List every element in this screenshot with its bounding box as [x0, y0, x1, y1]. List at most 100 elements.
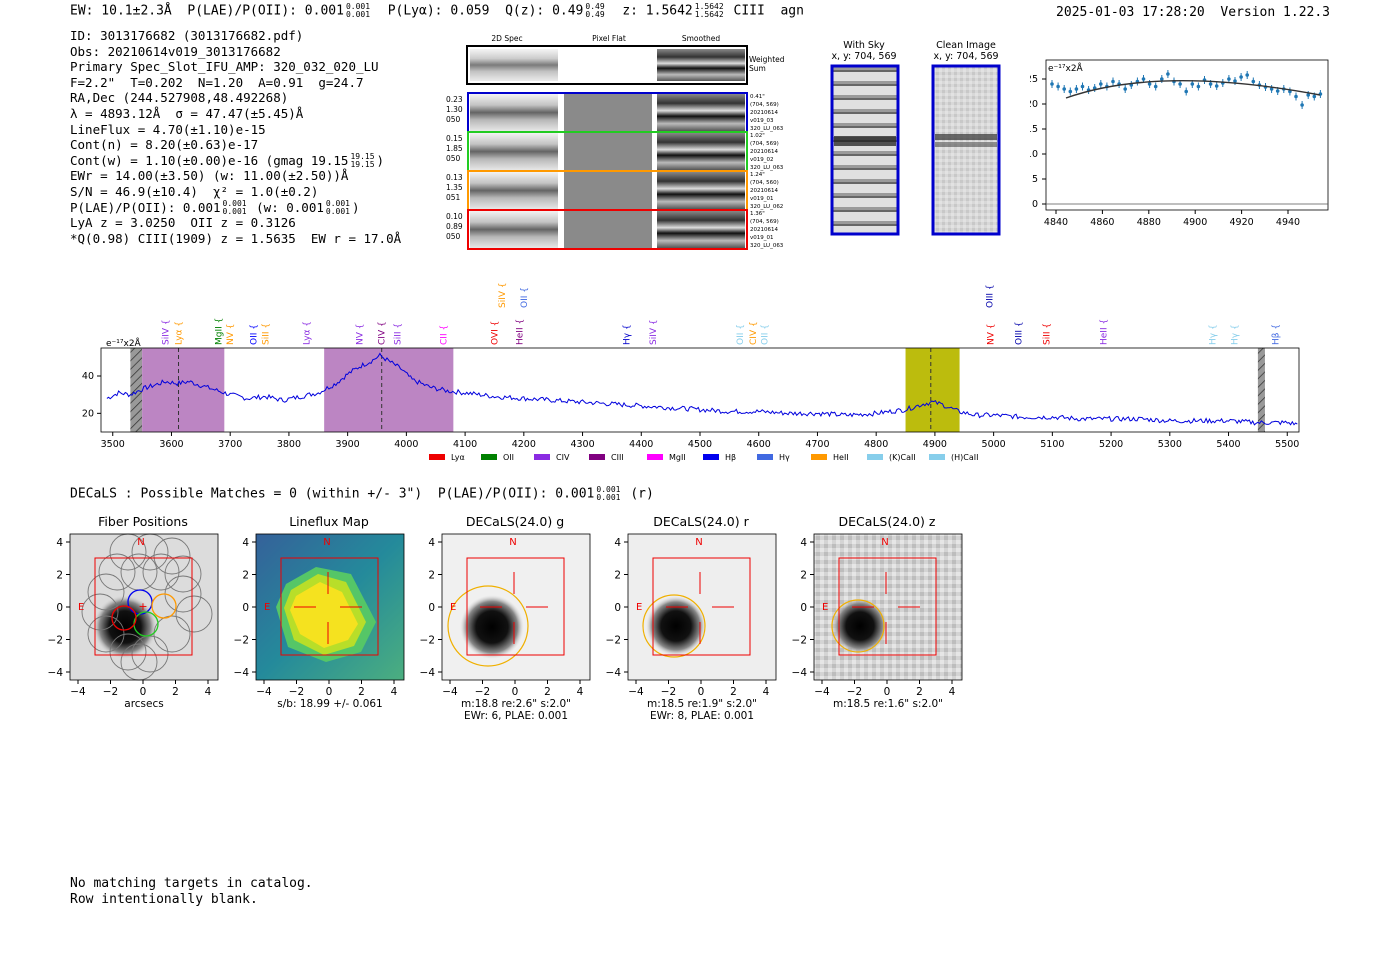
spectrum-unit: e⁻¹⁷x2Å	[106, 337, 142, 349]
stamp-right-label: 320_LU_062	[750, 204, 783, 210]
wave-fit-curve	[1065, 80, 1321, 99]
wave-point	[1099, 82, 1103, 86]
wave-xtick-label: 4920	[1230, 217, 1254, 228]
legend-label: CIII	[611, 453, 624, 462]
wave-ytick-label: 20	[1030, 99, 1038, 110]
legend-swatch	[429, 454, 445, 460]
panel-ytick-label: −2	[792, 635, 807, 647]
fiber-positions-panel: Fiber Positions + N E −4 4 −2 2 0 0 2 −2 4 −4 arc…	[48, 514, 219, 710]
plae-value: P(LAE)/P(OII): 0.001	[187, 3, 344, 19]
legend-swatch	[867, 454, 883, 460]
legend-label: CIV	[556, 453, 570, 462]
stamp-pixelflat	[564, 133, 652, 170]
compass-e: E	[450, 602, 456, 613]
spectrum-line-label: Hβ {	[1272, 324, 1282, 345]
spectrum-line-label: CIV {	[749, 321, 759, 345]
wave-point	[1269, 87, 1274, 91]
stamps-col-label: 2D Spec	[491, 34, 522, 43]
stamp-smoothed	[657, 211, 745, 248]
legend-swatch	[534, 454, 550, 460]
spectrum-line-label: OII {	[736, 324, 746, 345]
info-plae: P(LAE)/P(OII): 0.001 0.001 0.001 (w: 0.001…	[70, 199, 360, 217]
info-ciii: *Q(0.98) CIII(1909) z = 1.5635 EW r = 17…	[70, 230, 402, 246]
spectrum-line-label: Lyα {	[175, 321, 185, 345]
spectrum-vlines	[178, 348, 932, 432]
panel-ytick-label: −4	[48, 667, 64, 679]
compass-n: N	[137, 537, 144, 548]
wave-point	[1312, 94, 1317, 99]
wave-point	[1074, 87, 1079, 91]
spectrum-line-label: SiIV {	[162, 319, 172, 345]
panel-xtick-label: 0	[698, 686, 705, 698]
panel-ytick-label: 2	[800, 570, 807, 582]
panel-ytick-label: −2	[234, 635, 249, 647]
wave-point	[1178, 82, 1182, 86]
legend-swatch	[481, 454, 497, 460]
panel-ytick-label: 0	[56, 602, 63, 614]
spectrum-band	[1257, 348, 1265, 432]
spectrum-xtick-label: 4100	[453, 439, 477, 450]
spectrum-xtick-label: 4200	[512, 439, 536, 450]
ew-value: EW: 10.1±2.3Å	[70, 3, 172, 19]
panel-ytick-label: 2	[242, 570, 249, 582]
spectrum-line-label: OII {	[761, 324, 771, 345]
panel-title: Lineflux Map	[289, 514, 369, 529]
info-primary: Primary Spec_Slot_IFU_AMP: 320_032_020_L…	[70, 59, 379, 75]
wave-point	[1233, 79, 1237, 83]
z-value: z: 1.5642	[622, 3, 693, 19]
spectrum-xtick-label: 4000	[394, 439, 418, 450]
spectrum-line-label: Hγ {	[1230, 324, 1240, 345]
panel-ytick-label: −4	[606, 667, 622, 679]
wave-xtick-label: 4880	[1137, 217, 1161, 228]
spectrum-line-label: MgII {	[214, 318, 224, 345]
panel-ytick-label: 0	[800, 602, 807, 614]
spectrum-xtick-label: 5500	[1275, 439, 1299, 450]
panel-xtick-label: −2	[103, 686, 118, 698]
spectrum-xtick-label: 5200	[1099, 439, 1123, 450]
wave-point	[1245, 73, 1249, 77]
wave-unit: e⁻¹⁷x2Å	[1048, 62, 1084, 74]
stamp-left-label: 0.15	[446, 134, 463, 143]
spectrum-xtick-label: 4700	[805, 439, 829, 450]
panel-subtitle: m:18.5 re:1.9" s:2.0"	[647, 698, 757, 710]
compass-e: E	[822, 602, 828, 613]
panel-ytick-label: 2	[428, 570, 435, 582]
center-cross: +	[138, 600, 147, 613]
panel-subtitle-2: EWr: 8, PLAE: 0.001	[650, 710, 754, 722]
compass-n: N	[881, 537, 888, 548]
spectrum-band	[142, 348, 225, 432]
decals-z-panel: DECaLS(24.0) z N E −4 4 −2 2 0 0 2 −2 4 −4 m:18.5…	[792, 514, 963, 710]
stamp-left-label: 1.35	[446, 183, 463, 192]
stamp-left-label: 0.13	[446, 173, 463, 182]
spectrum-line-label: HeII {	[1099, 319, 1109, 345]
panel-ytick-label: 4	[614, 537, 621, 549]
stamp-right-label: 1.36"	[750, 211, 765, 217]
stamp-smoothed	[657, 94, 745, 131]
decals-g-panel: DECaLS(24.0) g N E −4 4 −2 2 0 0 2 −2 4 −4 m:18.8…	[420, 514, 591, 722]
wave-point	[1160, 77, 1164, 81]
stamp-smoothed	[657, 133, 745, 170]
decals-header: DECaLS : Possible Matches = 0 (within +/…	[70, 485, 654, 502]
spectrum-line-label: SiIV {	[649, 319, 659, 345]
lineflux-map-panel: Lineflux Map N E −4 4 −2 2 0 0 2 −2 4 −4 s/b: 18.…	[234, 514, 405, 710]
spectrum-xtick-label: 4600	[747, 439, 771, 450]
wave-data-points	[1050, 70, 1323, 109]
wave-point	[1251, 79, 1256, 84]
panel-title: DECaLS(24.0) g	[466, 514, 564, 529]
info-id: ID: 3013176682 (3013176682.pdf)	[70, 28, 304, 43]
panel-ytick-label: 2	[56, 570, 63, 582]
stamp-right-label: 20210614	[750, 110, 778, 116]
wave-point	[1062, 87, 1066, 91]
stamp-right-label: (704, 569)	[750, 102, 779, 108]
timestamp: 2025-01-03 17:28:20	[1056, 5, 1205, 20]
spectrum-xtick-label: 4300	[570, 439, 594, 450]
panel-xtick-label: −4	[628, 686, 644, 698]
panel-subtitle-2: EWr: 6, PLAE: 0.001	[464, 710, 568, 722]
wave-ytick-label: 0	[1032, 199, 1038, 210]
wave-point	[1068, 89, 1073, 94]
footer-notes: No matching targets in catalog. Row inten…	[70, 876, 313, 907]
stamp-right-label: v019_03	[750, 118, 774, 124]
info-ewr: EWr = 14.00(±3.50) (w: 11.00(±2.50))Å	[70, 168, 349, 184]
legend-swatch	[811, 454, 827, 460]
